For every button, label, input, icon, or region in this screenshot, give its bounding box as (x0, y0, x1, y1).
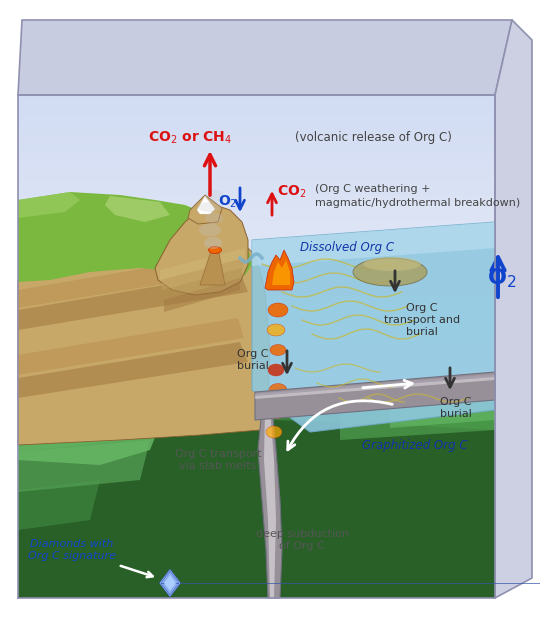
Polygon shape (18, 318, 244, 375)
Text: (Org C weathering +: (Org C weathering + (315, 184, 430, 194)
Polygon shape (18, 272, 248, 330)
Polygon shape (340, 390, 495, 440)
Text: Org C transport
via slab melts: Org C transport via slab melts (175, 449, 261, 471)
Polygon shape (264, 410, 276, 598)
Polygon shape (160, 248, 245, 280)
Polygon shape (252, 222, 495, 432)
Polygon shape (258, 408, 282, 598)
Polygon shape (18, 390, 495, 598)
Polygon shape (18, 390, 495, 452)
Polygon shape (18, 418, 160, 465)
Ellipse shape (363, 257, 421, 271)
Polygon shape (18, 342, 248, 398)
Ellipse shape (268, 303, 288, 317)
Text: deep subduction
of Org C: deep subduction of Org C (255, 529, 348, 551)
Ellipse shape (198, 202, 222, 212)
Text: magmatic/hydrothermal breakdown): magmatic/hydrothermal breakdown) (315, 198, 520, 208)
Text: Dissolved Org C: Dissolved Org C (300, 242, 394, 255)
Polygon shape (272, 260, 290, 285)
Polygon shape (255, 375, 495, 396)
Polygon shape (160, 570, 180, 596)
Polygon shape (255, 377, 495, 399)
Text: O$_2$: O$_2$ (218, 194, 238, 210)
Ellipse shape (268, 364, 284, 376)
Polygon shape (197, 196, 215, 214)
Ellipse shape (266, 426, 282, 438)
Polygon shape (255, 374, 495, 396)
Polygon shape (188, 195, 222, 224)
Polygon shape (255, 372, 495, 420)
Polygon shape (105, 196, 170, 222)
Ellipse shape (204, 190, 224, 202)
Ellipse shape (266, 405, 286, 419)
Ellipse shape (205, 213, 223, 224)
Polygon shape (164, 575, 176, 591)
Polygon shape (252, 222, 495, 266)
Text: (volcanic release of Org C): (volcanic release of Org C) (295, 132, 452, 145)
Polygon shape (255, 376, 495, 396)
Text: CO$_2$: CO$_2$ (277, 184, 306, 200)
Text: Diamonds with
Org C signature: Diamonds with Org C signature (28, 539, 116, 561)
Ellipse shape (269, 384, 287, 397)
Polygon shape (495, 20, 532, 598)
Text: Org C
transport and
burial: Org C transport and burial (384, 303, 460, 337)
Polygon shape (162, 258, 244, 290)
Text: Org C
burial: Org C burial (440, 397, 472, 419)
Polygon shape (18, 192, 80, 218)
Text: Graphitized Org C: Graphitized Org C (362, 439, 468, 452)
Polygon shape (18, 252, 248, 308)
Polygon shape (18, 294, 246, 352)
Polygon shape (164, 278, 240, 312)
Polygon shape (18, 230, 270, 445)
Polygon shape (18, 440, 150, 492)
Ellipse shape (267, 324, 285, 336)
Polygon shape (18, 480, 100, 530)
Ellipse shape (270, 344, 286, 355)
Polygon shape (200, 248, 225, 285)
Ellipse shape (204, 237, 222, 249)
Ellipse shape (208, 247, 221, 253)
Ellipse shape (199, 224, 221, 237)
Ellipse shape (353, 258, 427, 286)
Polygon shape (265, 250, 294, 290)
Text: O$_2$: O$_2$ (487, 266, 517, 290)
Text: Org C
burial: Org C burial (237, 349, 269, 371)
Polygon shape (155, 205, 248, 295)
Polygon shape (163, 268, 242, 300)
Polygon shape (18, 192, 252, 282)
Polygon shape (390, 388, 495, 428)
Text: CO$_2$ or CH$_4$: CO$_2$ or CH$_4$ (148, 130, 232, 146)
Polygon shape (18, 20, 512, 95)
